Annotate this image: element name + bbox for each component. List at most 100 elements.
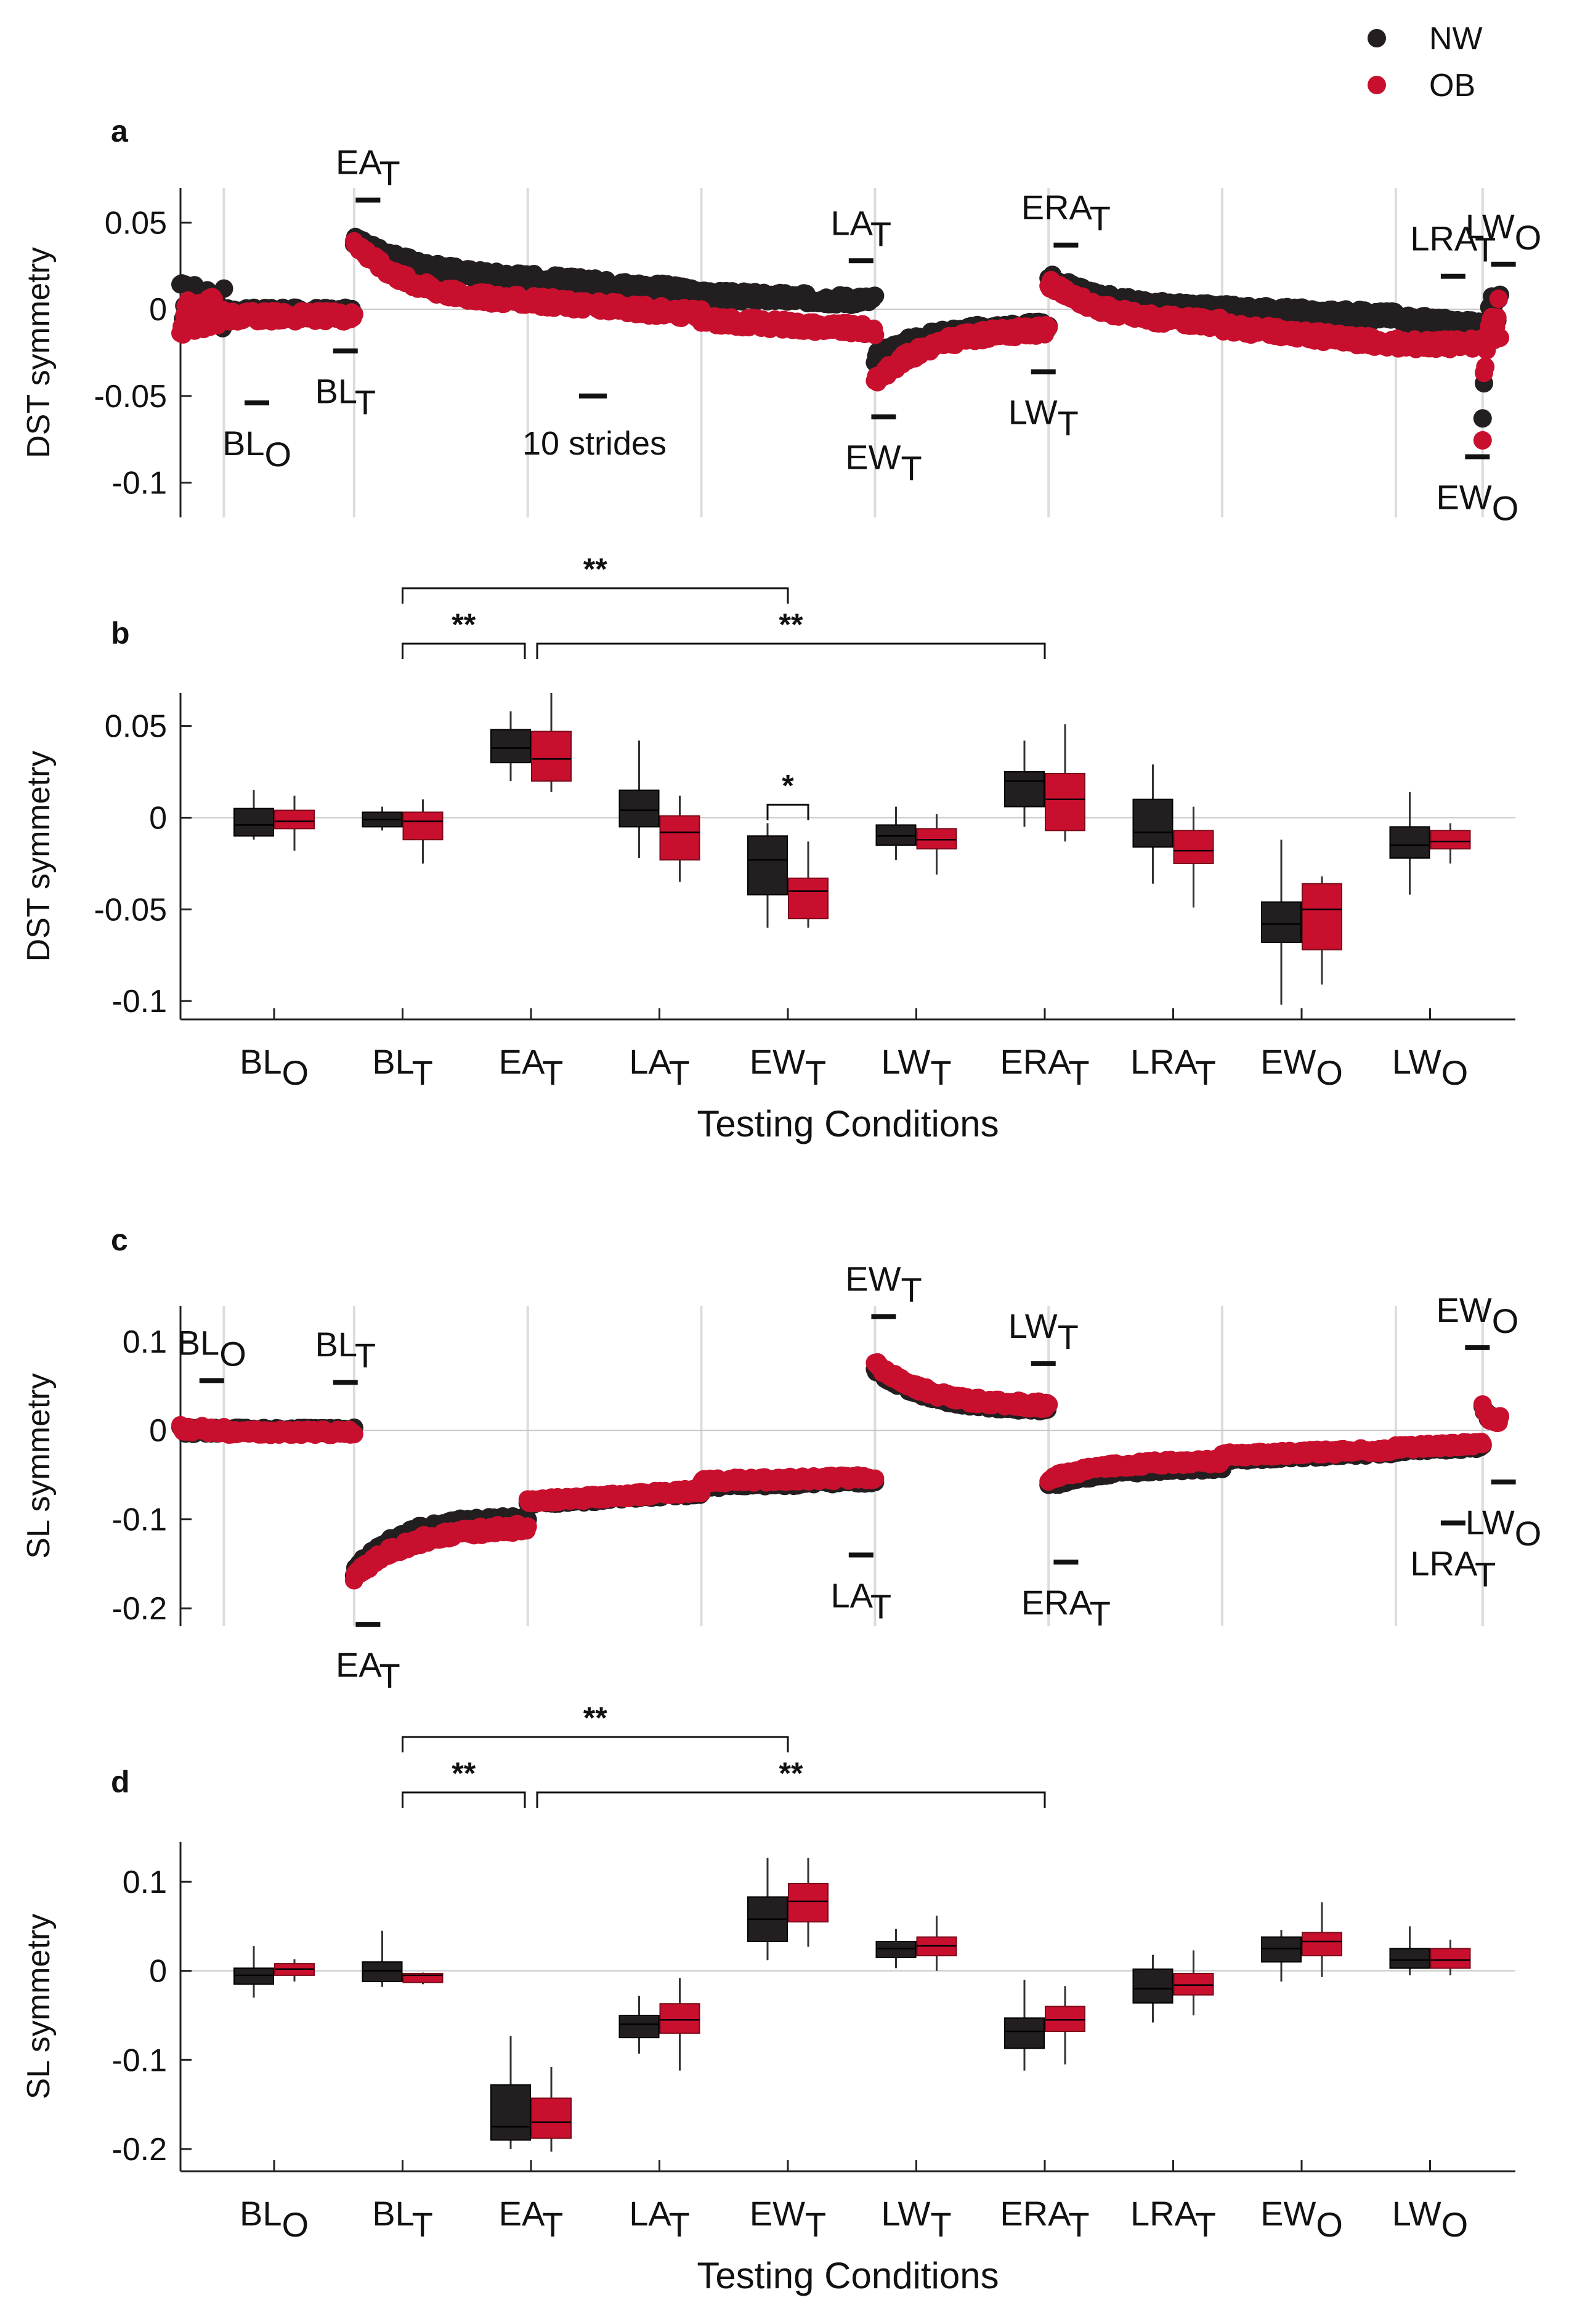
label-base: EW (1436, 477, 1491, 516)
significance-bracket: ** (402, 607, 526, 659)
significance-label: ** (583, 1701, 607, 1735)
x-tick-label-bl-o: BLO (240, 1042, 309, 1092)
label-base: LW (881, 1042, 930, 1081)
label-base: BL (315, 372, 356, 411)
y-tick-label: 0.05 (105, 205, 167, 241)
box (233, 808, 274, 837)
x-axis-label: Testing Conditions (697, 1103, 999, 1144)
significance-bracket: ** (536, 607, 1046, 659)
x-tick-label-bl-t: BLT (372, 1042, 433, 1092)
box (1132, 1968, 1173, 2004)
series-ob (274, 693, 1471, 985)
data-point-nw (1473, 409, 1492, 428)
condition-label: BLO (177, 1323, 246, 1373)
data-point-ob (518, 1517, 537, 1536)
condition-label: EWT (845, 1259, 922, 1309)
label-sub: T (1090, 199, 1111, 238)
label-base: LW (1465, 207, 1515, 246)
label-sub: O (282, 1053, 309, 1092)
label-base: EA (499, 2194, 545, 2233)
condition-label: BLO (222, 424, 291, 474)
data-point-ob (1039, 318, 1058, 337)
condition-label: LAT (831, 1576, 892, 1626)
box (1132, 798, 1173, 848)
label-sub: T (412, 1053, 433, 1092)
label-base: ERA (1000, 1042, 1071, 1081)
label-base: EW (1260, 2194, 1316, 2233)
label-sub: T (930, 1053, 951, 1092)
label-sub: T (542, 1053, 563, 1092)
bracket-line (402, 1736, 789, 1752)
x-tick-label-ew-o: EWO (1260, 2194, 1343, 2244)
label-base: BL (372, 2194, 413, 2233)
label-sub: T (1058, 403, 1079, 442)
box (1173, 830, 1214, 864)
label-base: LRA (1410, 219, 1478, 258)
label-base: EW (750, 1042, 805, 1081)
series-nw (233, 711, 1430, 1005)
series-nw (233, 1858, 1430, 2149)
series-ob (171, 1353, 1509, 1590)
x-tick-label-era-t: ERAT (1000, 2194, 1089, 2244)
significance-bracket: * (766, 768, 809, 820)
label-sub: T (1068, 2205, 1089, 2244)
label-base: EW (1436, 1290, 1491, 1329)
x-tick-label-lw-t: LWT (881, 2194, 951, 2244)
box (1045, 773, 1085, 832)
label-sub: T (901, 449, 922, 488)
label-sub: T (1475, 1555, 1496, 1593)
box (788, 877, 829, 920)
condition-label: ERAT (1021, 1583, 1111, 1633)
y-tick-label: -0.1 (111, 1502, 167, 1538)
label-base: BL (240, 1042, 282, 1081)
box (1430, 830, 1471, 850)
legend-label-nw: NW (1429, 21, 1483, 57)
label-sub: T (412, 2205, 433, 2244)
box (531, 2097, 572, 2139)
bracket-line (766, 803, 809, 820)
legend-marker-ob (1368, 76, 1386, 94)
condition-label: EWT (845, 438, 922, 488)
box (274, 809, 315, 830)
box (490, 2084, 531, 2141)
data-point-ob (1039, 1395, 1058, 1414)
label-base: LW (1008, 392, 1058, 431)
label-sub: T (805, 1053, 826, 1092)
label-sub: T (1195, 1053, 1216, 1092)
box (1389, 1948, 1430, 1969)
label-base: EW (750, 2194, 805, 2233)
series-ob (274, 1858, 1471, 2152)
label-sub: T (870, 1587, 891, 1626)
x-tick-label-bl-t: BLT (372, 2194, 433, 2244)
label-base: EA (336, 143, 382, 182)
condition-label: EWO (1436, 1290, 1518, 1340)
label-sub: T (379, 1656, 400, 1695)
label-base: EA (499, 1042, 545, 1081)
label-sub: O (219, 1334, 246, 1373)
label-base: ERA (1000, 2194, 1071, 2233)
x-tick-label-lw-o: LWO (1392, 2194, 1468, 2244)
data-point-nw (865, 286, 885, 306)
condition-label: BLT (315, 1325, 376, 1375)
label-sub: T (355, 1336, 376, 1375)
box (402, 811, 444, 841)
significance-bracket: ** (402, 552, 789, 604)
y-tick-label: 0.1 (123, 1864, 167, 1900)
label-base: EA (336, 1645, 382, 1684)
label-sub: T (669, 2205, 690, 2244)
legend-label-ob: OB (1429, 68, 1475, 103)
y-tick-label: 0.1 (123, 1324, 167, 1360)
y-tick-label: -0.05 (94, 892, 167, 928)
label-base: ERA (1021, 1583, 1093, 1622)
x-tick-label-ea-t: EAT (499, 2194, 564, 2244)
label-sub: T (1090, 1594, 1111, 1633)
label-base: LA (629, 2194, 671, 2233)
data-point-ob (865, 1469, 885, 1488)
legend: NW OB (1368, 21, 1483, 103)
significance-label: ** (452, 1756, 476, 1791)
y-tick-label: 0 (149, 800, 167, 836)
label-base: LA (831, 1576, 874, 1614)
box (659, 815, 700, 860)
label-sub: T (1058, 1318, 1079, 1356)
